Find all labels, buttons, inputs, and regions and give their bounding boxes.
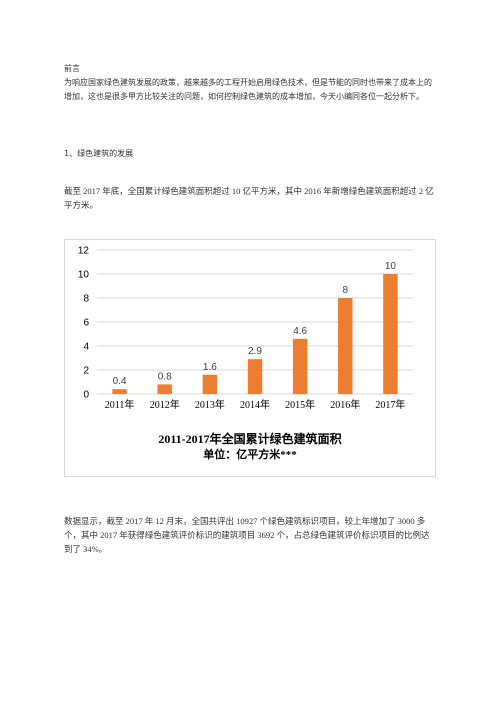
x-tick-label: 2013年 — [195, 398, 225, 410]
paragraph-2: 数据显示，截至 2017 年 12 月末，全国共评出 10927 个绿色建筑标识… — [64, 516, 430, 554]
y-tick-label: 2 — [83, 366, 89, 377]
bar — [247, 359, 263, 394]
y-tick-label: 12 — [78, 246, 90, 257]
data-label: 10 — [385, 261, 397, 272]
chart-subtitle: 单位：亿平方米*** — [203, 449, 297, 461]
x-tick-label: 2016年 — [330, 398, 360, 410]
y-tick-label: 4 — [83, 342, 89, 353]
data-label: 8 — [343, 285, 349, 296]
data-label: 0.4 — [113, 376, 127, 387]
paragraph-1: 截至 2017 年底，全国累计绿色建筑面积超过 10 亿平方米，其中 2016 … — [64, 186, 434, 210]
bar — [338, 298, 353, 394]
chart-figure: 0 2 4 6 8 10 12 0.4 2011年 0.8 2012年 1.6 2013年 2.9 2014… — [64, 239, 436, 477]
data-label: 2.9 — [248, 346, 262, 357]
heading-preface: 前言 — [64, 64, 80, 73]
bar — [202, 374, 218, 394]
x-tick-label: 2014年 — [240, 398, 270, 410]
bar — [383, 274, 398, 394]
bar — [292, 338, 308, 394]
data-label: 4.6 — [293, 326, 307, 337]
y-tick-label: 10 — [78, 270, 90, 281]
section-heading: 1、绿色建筑的发展 — [64, 149, 134, 158]
bar-chart: 0 2 4 6 8 10 12 0.4 2011年 0.8 2012年 1.6 2013年 2.9 2014… — [78, 246, 413, 410]
x-tick-label: 2011年 — [105, 398, 135, 410]
x-tick-label: 2012年 — [150, 398, 180, 410]
y-tick-label: 8 — [83, 294, 89, 305]
intro-paragraph: 为响应国家绿色建筑发展的政策，越来越多的工程开始启用绿色技术，但是节能的同时也带… — [64, 78, 432, 101]
data-label: 1.6 — [203, 362, 217, 373]
bar — [157, 384, 172, 394]
x-tick-label: 2017年 — [375, 398, 405, 410]
data-label: 0.8 — [158, 371, 172, 382]
x-tick-label: 2015年 — [285, 398, 315, 410]
bar — [112, 389, 127, 394]
y-tick-label: 0 — [83, 390, 89, 401]
chart-title: 2011-2017年全国累计绿色建筑面积 — [158, 432, 342, 446]
y-tick-label: 6 — [83, 318, 89, 329]
